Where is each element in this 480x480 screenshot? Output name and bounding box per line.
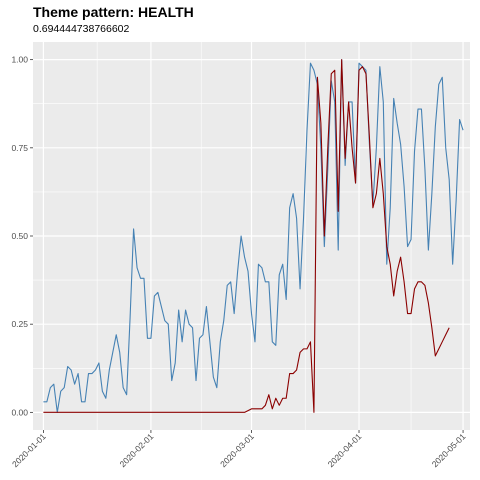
x-tick-label: 2020-05-01 [430,431,468,469]
y-tick-label: 0.50 [11,231,28,241]
y-tick-label: 0.25 [11,319,28,329]
y-tick-label: 0.75 [11,143,28,153]
series-line-1 [43,59,464,413]
x-tick-label: 2020-01-01 [10,431,48,469]
y-tick-label: 1.00 [11,55,28,65]
series-line-2 [43,59,450,413]
major-gridlines [33,42,470,430]
x-tick-label: 2020-04-01 [326,431,364,469]
chart-title: Theme pattern: HEALTH [33,4,194,20]
y-tick-label: 0.00 [11,407,28,417]
x-tick-label: 2020-03-01 [218,431,256,469]
chart-subtitle: 0.694444738766602 [33,23,130,35]
x-tick-label: 2020-02-01 [118,431,156,469]
series-layer [43,59,464,413]
